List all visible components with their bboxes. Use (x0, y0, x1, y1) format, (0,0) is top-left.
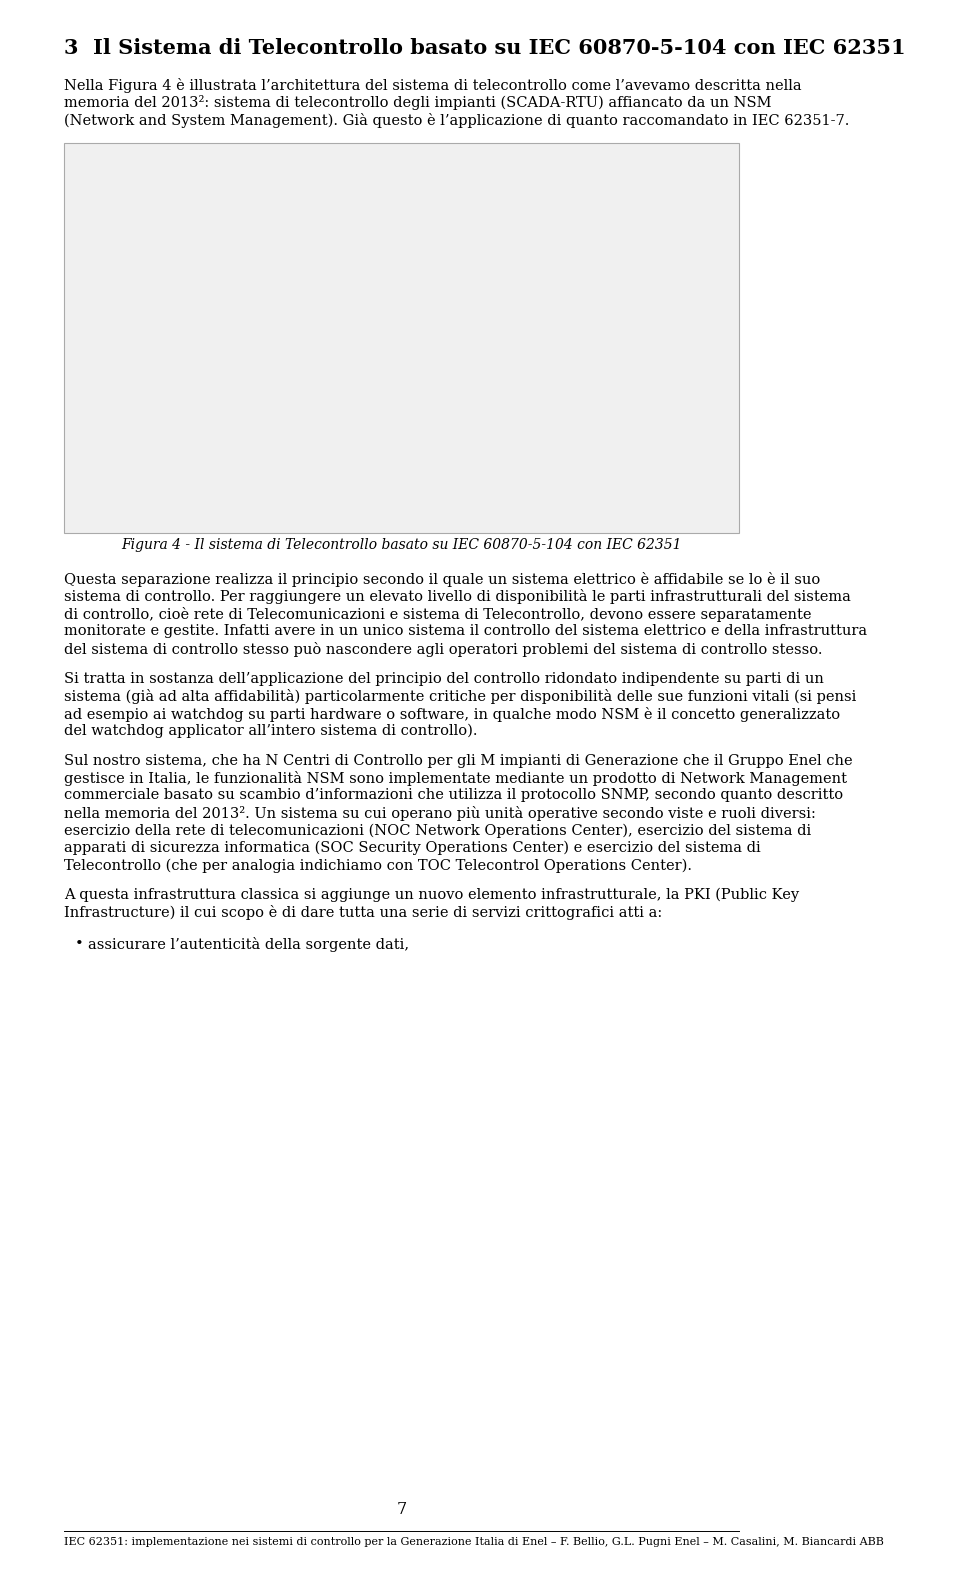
Text: apparati di sicurezza informatica (SOC Security Operations Center) e esercizio d: apparati di sicurezza informatica (SOC S… (64, 841, 761, 855)
Text: nella memoria del 2013². Un sistema su cui operano più unità operative secondo v: nella memoria del 2013². Un sistema su c… (64, 806, 816, 821)
Text: 7: 7 (396, 1500, 406, 1518)
Text: Telecontrollo (che per analogia indichiamo con TOC Telecontrol Operations Center: Telecontrollo (che per analogia indichia… (64, 858, 692, 873)
Text: sistema di controllo. Per raggiungere un elevato livello di disponibilità le par: sistema di controllo. Per raggiungere un… (64, 590, 852, 604)
Text: monitorate e gestite. Infatti avere in un unico sistema il controllo del sistema: monitorate e gestite. Infatti avere in u… (64, 624, 867, 639)
Text: Sul nostro sistema, che ha N Centri di Controllo per gli M impianti di Generazio: Sul nostro sistema, che ha N Centri di C… (64, 754, 852, 767)
Text: (Network and System Management). Già questo è l’applicazione di quanto raccomand: (Network and System Management). Già que… (64, 112, 850, 128)
Text: assicurare l’autenticità della sorgente dati,: assicurare l’autenticità della sorgente … (87, 938, 409, 952)
Text: esercizio della rete di telecomunicazioni (NOC Network Operations Center), eserc: esercizio della rete di telecomunicazion… (64, 824, 811, 838)
Text: IEC 62351: implementazione nei sistemi di controllo per la Generazione Italia di: IEC 62351: implementazione nei sistemi d… (64, 1537, 884, 1546)
Text: •: • (74, 938, 83, 952)
Text: sistema (già ad alta affidabilità) particolarmente critiche per disponibilità de: sistema (già ad alta affidabilità) parti… (64, 689, 856, 704)
Text: del sistema di controllo stesso può nascondere agli operatori problemi del siste: del sistema di controllo stesso può nasc… (64, 642, 823, 658)
Text: commerciale basato su scambio d’informazioni che utilizza il protocollo SNMP, se: commerciale basato su scambio d’informaz… (64, 789, 843, 803)
Text: Figura 4 - Il sistema di Telecontrollo basato su IEC 60870-5-104 con IEC 62351: Figura 4 - Il sistema di Telecontrollo b… (121, 539, 682, 552)
Text: memoria del 2013²: sistema di telecontrollo degli impianti (SCADA-RTU) affiancat: memoria del 2013²: sistema di telecontro… (64, 95, 772, 111)
Text: Nella Figura 4 è illustrata l’architettura del sistema di telecontrollo come l’a: Nella Figura 4 è illustrata l’architettu… (64, 77, 802, 93)
Text: del watchdog applicator all’intero sistema di controllo).: del watchdog applicator all’intero siste… (64, 724, 478, 738)
Text: Infrastructure) il cui scopo è di dare tutta una serie di servizi crittografici : Infrastructure) il cui scopo è di dare t… (64, 906, 662, 920)
FancyBboxPatch shape (64, 142, 738, 533)
Text: Questa separazione realizza il principio secondo il quale un sistema elettrico è: Questa separazione realizza il principio… (64, 572, 821, 587)
Text: ad esempio ai watchdog su parti hardware o software, in qualche modo NSM è il co: ad esempio ai watchdog su parti hardware… (64, 707, 840, 721)
Text: di controllo, cioè rete di Telecomunicazioni e sistema di Telecontrollo, devono : di controllo, cioè rete di Telecomunicaz… (64, 607, 812, 621)
Text: gestisce in Italia, le funzionalità NSM sono implementate mediante un prodotto d: gestisce in Italia, le funzionalità NSM … (64, 772, 848, 786)
Text: A questa infrastruttura classica si aggiunge un nuovo elemento infrastrutturale,: A questa infrastruttura classica si aggi… (64, 889, 800, 903)
Text: Si tratta in sostanza dell’applicazione del principio del controllo ridondato in: Si tratta in sostanza dell’applicazione … (64, 672, 824, 686)
Text: 3  Il Sistema di Telecontrollo basato su IEC 60870-5-104 con IEC 62351: 3 Il Sistema di Telecontrollo basato su … (64, 38, 906, 58)
